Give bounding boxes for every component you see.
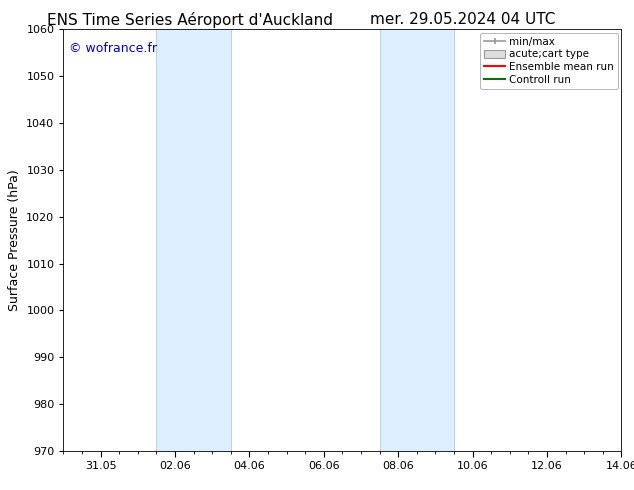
Text: © wofrance.fr: © wofrance.fr [69,42,157,55]
Y-axis label: Surface Pressure (hPa): Surface Pressure (hPa) [8,169,21,311]
Text: mer. 29.05.2024 04 UTC: mer. 29.05.2024 04 UTC [370,12,555,27]
Bar [157,29,231,451]
Bar [380,29,454,451]
Text: ENS Time Series Aéroport d'Auckland: ENS Time Series Aéroport d'Auckland [47,12,333,28]
Legend: min/max, acute;cart type, Ensemble mean run, Controll run: min/max, acute;cart type, Ensemble mean … [480,32,618,89]
